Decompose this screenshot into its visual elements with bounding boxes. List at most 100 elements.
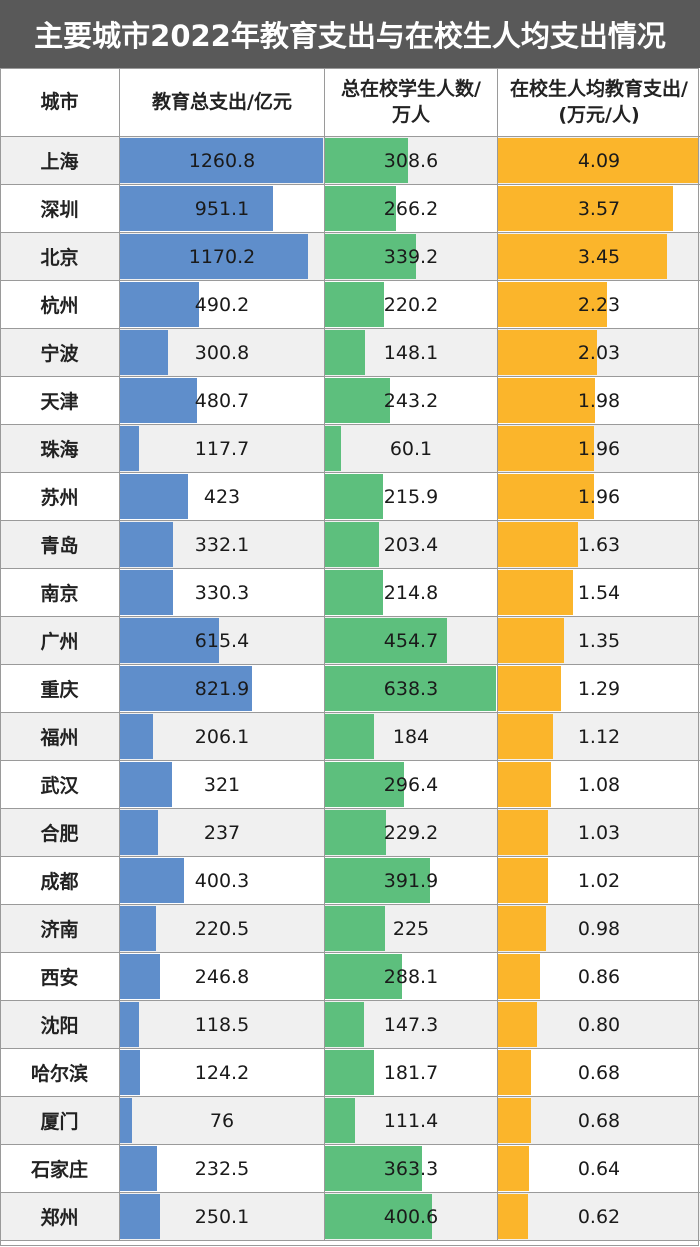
students-value: 454.7: [383, 629, 439, 652]
per-student-cell: 1.96: [498, 425, 700, 472]
expenditure-value: 490.2: [194, 293, 250, 316]
students-cell: 391.9: [325, 857, 498, 904]
students-value: 225: [392, 917, 430, 940]
expenditure-value: 330.3: [194, 581, 250, 604]
per-student-value: 2.23: [577, 293, 621, 316]
students-value: 148.1: [383, 341, 439, 364]
expenditure-cell: 490.2: [120, 281, 325, 328]
table-row: 成都 400.3 391.9 1.02: [0, 857, 700, 905]
expenditure-bar: [120, 666, 252, 711]
expenditure-bar: [120, 1098, 132, 1143]
students-bar: [325, 186, 396, 231]
expenditure-value: 117.7: [194, 437, 250, 460]
students-value: 266.2: [383, 197, 439, 220]
per-student-value: 1.03: [577, 821, 621, 844]
students-value: 363.3: [383, 1157, 439, 1180]
students-cell: 339.2: [325, 233, 498, 280]
per-student-cell: 0.86: [498, 953, 700, 1000]
per-student-value: 0.80: [577, 1013, 621, 1036]
per-student-value: 0.98: [577, 917, 621, 940]
per-student-value: 3.45: [577, 245, 621, 268]
expenditure-bar: [120, 474, 188, 519]
table-row: 苏州 423 215.9 1.96: [0, 473, 700, 521]
per-student-value: 1.96: [577, 485, 621, 508]
expenditure-bar: [120, 810, 158, 855]
expenditure-bar: [120, 762, 172, 807]
per-student-cell: 1.08: [498, 761, 700, 808]
per-student-bar: [498, 234, 667, 279]
per-student-cell: 0.98: [498, 905, 700, 952]
students-cell: 638.3: [325, 665, 498, 712]
expenditure-value: 76: [209, 1109, 235, 1132]
students-bar: [325, 234, 416, 279]
header-students: 总在校学生人数/ 万人: [325, 68, 498, 136]
header-students-line2: 万人: [391, 104, 430, 126]
per-student-cell: 1.02: [498, 857, 700, 904]
expenditure-cell: 118.5: [120, 1001, 325, 1048]
table-row: 厦门 76 111.4 0.68: [0, 1097, 700, 1145]
students-bar: [325, 1098, 355, 1143]
per-student-cell: 2.23: [498, 281, 700, 328]
students-bar: [325, 810, 386, 855]
table-row: 杭州 490.2 220.2 2.23: [0, 281, 700, 329]
expenditure-cell: 250.1: [120, 1193, 325, 1240]
students-value: 220.2: [383, 293, 439, 316]
expenditure-cell: 124.2: [120, 1049, 325, 1096]
per-student-value: 1.98: [577, 389, 621, 412]
students-cell: 225: [325, 905, 498, 952]
city-label: 南京: [0, 569, 120, 616]
table-row: 石家庄 232.5 363.3 0.64: [0, 1145, 700, 1193]
expenditure-cell: 1260.8: [120, 137, 325, 184]
expenditure-value: 232.5: [194, 1157, 250, 1180]
city-label: 福州: [0, 713, 120, 760]
expenditure-cell: 330.3: [120, 569, 325, 616]
city-label: 厦门: [0, 1097, 120, 1144]
per-student-cell: 0.62: [498, 1193, 700, 1240]
city-label: 广州: [0, 617, 120, 664]
city-label: 青岛: [0, 521, 120, 568]
expenditure-cell: 220.5: [120, 905, 325, 952]
students-value: 308.6: [383, 149, 439, 172]
expenditure-bar: [120, 906, 156, 951]
table-row: 上海 1260.8 308.6 4.09: [0, 137, 700, 185]
table-row: 珠海 117.7 60.1 1.96: [0, 425, 700, 473]
header-city: 城市: [0, 68, 120, 136]
students-value: 400.6: [383, 1205, 439, 1228]
students-cell: 214.8: [325, 569, 498, 616]
city-label: 石家庄: [0, 1145, 120, 1192]
students-value: 288.1: [383, 965, 439, 988]
students-bar: [325, 426, 341, 471]
per-student-cell: 0.68: [498, 1049, 700, 1096]
city-label: 深圳: [0, 185, 120, 232]
students-bar: [325, 954, 402, 999]
students-bar: [325, 282, 384, 327]
per-student-bar: [498, 474, 594, 519]
per-student-value: 1.29: [577, 677, 621, 700]
table-row: 广州 615.4 454.7 1.35: [0, 617, 700, 665]
expenditure-value: 1170.2: [188, 245, 256, 268]
table-row: 济南 220.5 225 0.98: [0, 905, 700, 953]
per-student-cell: 1.98: [498, 377, 700, 424]
per-student-cell: 1.29: [498, 665, 700, 712]
per-student-cell: 1.03: [498, 809, 700, 856]
students-cell: 308.6: [325, 137, 498, 184]
expenditure-bar: [120, 858, 184, 903]
per-student-bar: [498, 1050, 531, 1095]
students-cell: 229.2: [325, 809, 498, 856]
per-student-bar: [498, 666, 561, 711]
per-student-cell: 1.63: [498, 521, 700, 568]
students-cell: 215.9: [325, 473, 498, 520]
students-bar: [325, 522, 379, 567]
expenditure-cell: 1170.2: [120, 233, 325, 280]
expenditure-cell: 206.1: [120, 713, 325, 760]
expenditure-bar: [120, 570, 173, 615]
students-value: 203.4: [383, 533, 439, 556]
students-cell: 243.2: [325, 377, 498, 424]
per-student-cell: 1.35: [498, 617, 700, 664]
expenditure-bar: [120, 714, 153, 759]
expenditure-value: 615.4: [194, 629, 250, 652]
city-label: 济南: [0, 905, 120, 952]
per-student-bar: [498, 1146, 529, 1191]
city-label: 沈阳: [0, 1001, 120, 1048]
header-per-student: 在校生人均教育支出/ (万元/人): [498, 68, 700, 136]
